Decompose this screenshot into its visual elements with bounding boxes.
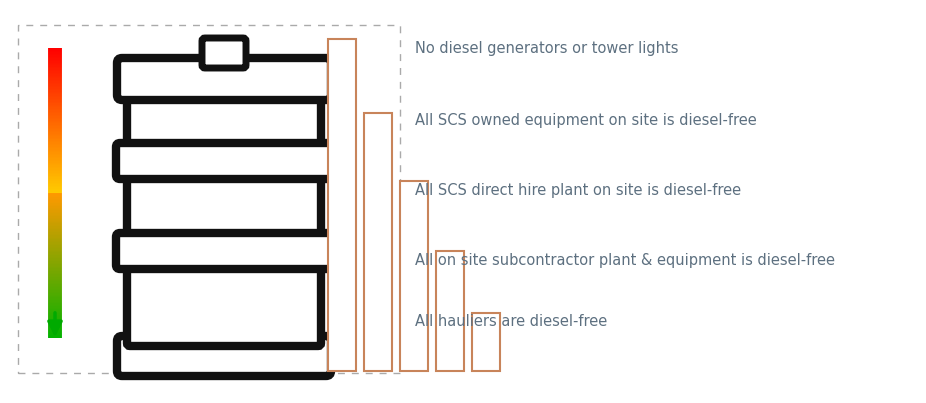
FancyBboxPatch shape [127, 92, 321, 346]
Bar [328, 39, 356, 371]
Text: No diesel generators or tower lights: No diesel generators or tower lights [415, 40, 679, 56]
Bar [472, 313, 500, 371]
Text: All on site subcontractor plant & equipment is diesel-free: All on site subcontractor plant & equipm… [415, 253, 835, 268]
FancyBboxPatch shape [116, 143, 332, 179]
FancyBboxPatch shape [202, 38, 246, 68]
FancyBboxPatch shape [117, 336, 331, 376]
Text: All SCS direct hire plant on site is diesel-free: All SCS direct hire plant on site is die… [415, 183, 741, 197]
Text: All SCS owned equipment on site is diesel-free: All SCS owned equipment on site is diese… [415, 114, 757, 129]
Bar [400, 181, 428, 371]
FancyBboxPatch shape [117, 58, 331, 100]
Bar [364, 113, 392, 371]
Bar [436, 251, 464, 371]
FancyBboxPatch shape [116, 233, 332, 269]
Text: All hauliers are diesel-free: All hauliers are diesel-free [415, 314, 607, 328]
